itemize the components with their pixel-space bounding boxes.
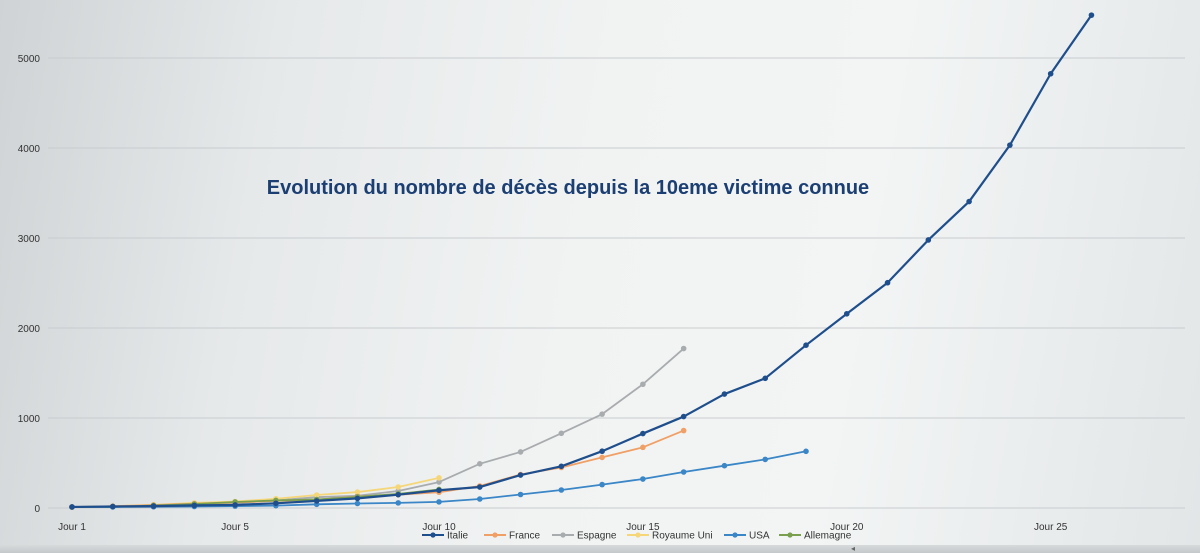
- data-point: [762, 375, 769, 382]
- data-point: [640, 381, 646, 388]
- data-point: [395, 484, 402, 490]
- data-point: [762, 456, 769, 463]
- data-point: [640, 444, 646, 451]
- legend-marker: [492, 532, 498, 538]
- y-axis-ticks: 0 1000 2000 3000 4000 5000: [18, 54, 41, 515]
- x-tick-label: Jour 5: [221, 522, 249, 533]
- legend: Italie France Espagne Royaume Uni USA Allemag…: [422, 531, 852, 542]
- data-point: [476, 496, 483, 502]
- data-point: [1047, 70, 1054, 77]
- x-tick-label: Jour 20: [830, 522, 864, 533]
- data-point: [680, 427, 687, 434]
- data-point: [436, 499, 442, 505]
- data-point: [436, 479, 442, 485]
- x-tick-label: Jour 15: [626, 522, 660, 533]
- data-point: [599, 448, 605, 455]
- legend-item: USA: [724, 531, 770, 542]
- series-italie: [69, 12, 1095, 510]
- legend-item: Espagne: [552, 531, 617, 542]
- y-tick-label: 5000: [18, 54, 41, 65]
- data-point: [558, 430, 565, 437]
- data-point: [517, 491, 524, 498]
- legend-marker: [560, 532, 566, 538]
- data-point: [925, 237, 932, 243]
- legend-marker: [635, 532, 641, 538]
- y-tick-label: 4000: [18, 144, 41, 155]
- legend-label: Espagne: [577, 531, 617, 542]
- data-point: [476, 484, 483, 490]
- data-point: [680, 345, 687, 352]
- data-point: [558, 487, 565, 493]
- data-point: [843, 310, 850, 317]
- data-point: [599, 411, 605, 417]
- data-point: [1007, 142, 1013, 148]
- data-point: [191, 502, 198, 509]
- legend-label: Allemagne: [804, 531, 852, 542]
- data-point: [640, 430, 646, 437]
- data-point: [354, 500, 361, 507]
- legend-label: USA: [749, 531, 770, 542]
- data-point: [1088, 12, 1095, 18]
- data-point: [517, 472, 524, 478]
- data-point: [884, 279, 891, 286]
- x-tick-label: Jour 10: [422, 522, 456, 533]
- legend-item: Allemagne: [779, 531, 852, 542]
- scroll-left-arrow-icon[interactable]: ◂: [850, 544, 855, 553]
- data-point: [232, 502, 238, 508]
- data-point: [354, 489, 361, 495]
- data-point: [109, 503, 116, 510]
- x-tick-label: Jour 25: [1034, 522, 1068, 533]
- x-axis-ticks: Jour 1 Jour 5 Jour 10 Jour 15 Jour 20 Jour 25: [58, 522, 1068, 533]
- legend-label: Royaume Uni: [652, 531, 713, 542]
- legend-marker: [732, 532, 738, 538]
- series-line: [71, 14, 1093, 509]
- data-point: [150, 503, 157, 509]
- data-point: [721, 462, 728, 469]
- y-tick-label: 1000: [18, 414, 41, 425]
- legend-label: France: [509, 531, 541, 542]
- series-line: [71, 347, 685, 508]
- data-point: [803, 342, 809, 348]
- x-tick-label: Jour 1: [58, 522, 86, 533]
- y-tick-label: 3000: [18, 234, 41, 245]
- data-point: [721, 391, 728, 397]
- legend-item: France: [484, 531, 541, 542]
- data-point: [395, 491, 402, 498]
- data-point: [517, 449, 524, 455]
- series-group: [69, 12, 1095, 510]
- data-point: [395, 500, 402, 506]
- data-point: [476, 461, 483, 467]
- y-tick-label: 2000: [18, 324, 41, 335]
- data-point: [313, 498, 320, 504]
- data-point: [599, 454, 605, 461]
- legend-item: Italie: [422, 531, 469, 542]
- legend-marker: [787, 532, 793, 538]
- data-point: [558, 463, 565, 470]
- bottom-scrollbar[interactable]: [0, 545, 1200, 553]
- data-point: [640, 476, 646, 482]
- legend-marker: [430, 532, 436, 538]
- data-point: [69, 504, 75, 510]
- data-point: [803, 448, 809, 455]
- data-point: [680, 413, 687, 420]
- data-point: [436, 475, 442, 481]
- data-point: [313, 492, 320, 498]
- chart-title: Evolution du nombre de décès depuis la 1…: [267, 177, 869, 199]
- gridlines: [48, 57, 1185, 509]
- data-point: [599, 481, 605, 488]
- legend-label: Italie: [447, 531, 469, 542]
- data-point: [680, 469, 687, 475]
- data-point: [436, 487, 442, 494]
- legend-item: Royaume Uni: [627, 531, 713, 542]
- data-point: [966, 198, 972, 205]
- data-point: [273, 500, 279, 507]
- data-point: [354, 495, 361, 502]
- y-tick-label: 0: [34, 504, 40, 515]
